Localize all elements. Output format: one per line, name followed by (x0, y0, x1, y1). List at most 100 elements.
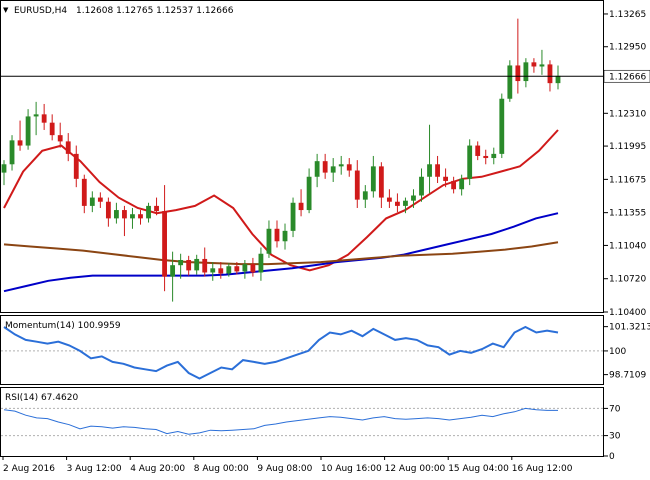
candle (386, 189, 392, 208)
candle (73, 145, 79, 188)
candle-body (210, 268, 216, 273)
candle-body (25, 116, 31, 146)
candle-body (122, 210, 127, 219)
candle-body (113, 210, 119, 219)
indicator-tick-label: 0 (609, 452, 615, 462)
candle-body (419, 176, 424, 196)
rsi-line (3, 407, 558, 435)
candle (306, 168, 312, 214)
candle-body (338, 164, 344, 167)
candle-body (89, 197, 95, 206)
ohlc-readout: 1.12608 1.12765 1.12537 1.12666 (76, 6, 234, 16)
candle-body (17, 140, 23, 146)
price-tick-label: 1.11355 (609, 209, 646, 219)
window-arrow-icon[interactable]: ▼ (3, 6, 9, 14)
candle-body (226, 266, 232, 274)
candle (322, 153, 328, 179)
candle-body (451, 180, 457, 190)
candle-body (467, 145, 473, 179)
rsi-title: RSI(14) 67.4620 (5, 393, 78, 403)
time-tick-label: 9 Aug 08:00 (257, 464, 312, 474)
candle (57, 122, 63, 148)
candle-body (194, 258, 200, 271)
rsi-axis: 70 30 0 (604, 404, 621, 462)
candle-body (547, 64, 553, 84)
candle-body (9, 140, 15, 165)
rsi-chart: 70 30 0 RSI(14) 67.4620 (1, 393, 621, 462)
rsi-levels (1, 407, 603, 437)
time-tick-label: 4 Aug 20:00 (130, 464, 185, 474)
candle-body (41, 114, 47, 123)
candle-body (411, 195, 416, 201)
candle-body (49, 122, 55, 136)
candle (250, 257, 256, 277)
candle-body (330, 166, 336, 173)
candle-body (81, 178, 87, 206)
candle (370, 155, 376, 198)
candle-body (531, 62, 537, 67)
candle-body (314, 161, 320, 177)
candle-body (178, 259, 184, 266)
candle (17, 120, 23, 151)
candle (122, 205, 127, 237)
moving-averages (3, 129, 559, 293)
candle-body (515, 65, 521, 82)
time-tick-label: 15 Aug 04:00 (448, 464, 509, 474)
time-tick-label: 8 Aug 00:00 (194, 464, 249, 474)
price-tick-label: 1.10720 (609, 275, 646, 285)
candle-body (218, 268, 224, 274)
candle (395, 193, 400, 213)
candle (531, 58, 537, 73)
candle-body (507, 65, 513, 99)
candle-body (258, 253, 264, 273)
candle (290, 197, 296, 238)
candle-body (282, 230, 288, 242)
candle (467, 139, 473, 186)
price-tick-label: 1.12310 (609, 109, 646, 119)
candle-body (443, 176, 449, 181)
candle-body (146, 205, 151, 219)
candle (555, 65, 561, 90)
candle-body (539, 64, 545, 67)
candle (515, 18, 521, 94)
candle-body (354, 170, 360, 200)
candle (210, 262, 216, 281)
current-price-tag (603, 69, 650, 83)
candle (451, 176, 457, 194)
candle-body (202, 258, 208, 273)
candle-body (186, 259, 192, 271)
candle (266, 220, 272, 258)
indicator-tick-label: 98.7109 (609, 371, 646, 381)
candle (523, 58, 529, 88)
candle (49, 114, 55, 141)
candle (130, 207, 135, 229)
candle (282, 223, 288, 250)
moving-average-line (3, 212, 559, 293)
candle (330, 158, 336, 182)
candle (138, 210, 143, 225)
candle (170, 251, 176, 302)
candle-body (290, 202, 296, 231)
candle (435, 155, 440, 184)
candle (1, 160, 7, 186)
price-tick-label: 1.11995 (609, 142, 646, 152)
candle-body (378, 166, 384, 198)
candle-body (250, 264, 256, 273)
candle-body (370, 166, 376, 192)
candle (154, 197, 159, 216)
moving-average-line (3, 241, 559, 266)
candle (202, 247, 208, 277)
candle-body (346, 164, 352, 171)
candle (162, 185, 167, 292)
candle (314, 153, 320, 188)
candle-body (242, 264, 248, 272)
candle-body (523, 62, 529, 82)
rsi-panel-frame (0, 387, 604, 457)
candle-body (322, 161, 328, 173)
price-tick-label: 1.12950 (609, 43, 646, 53)
candle (459, 174, 465, 196)
candle-body (555, 75, 561, 84)
time-tick-label: 3 Aug 12:00 (67, 464, 122, 474)
candle-body (499, 98, 505, 154)
candle (378, 162, 384, 208)
